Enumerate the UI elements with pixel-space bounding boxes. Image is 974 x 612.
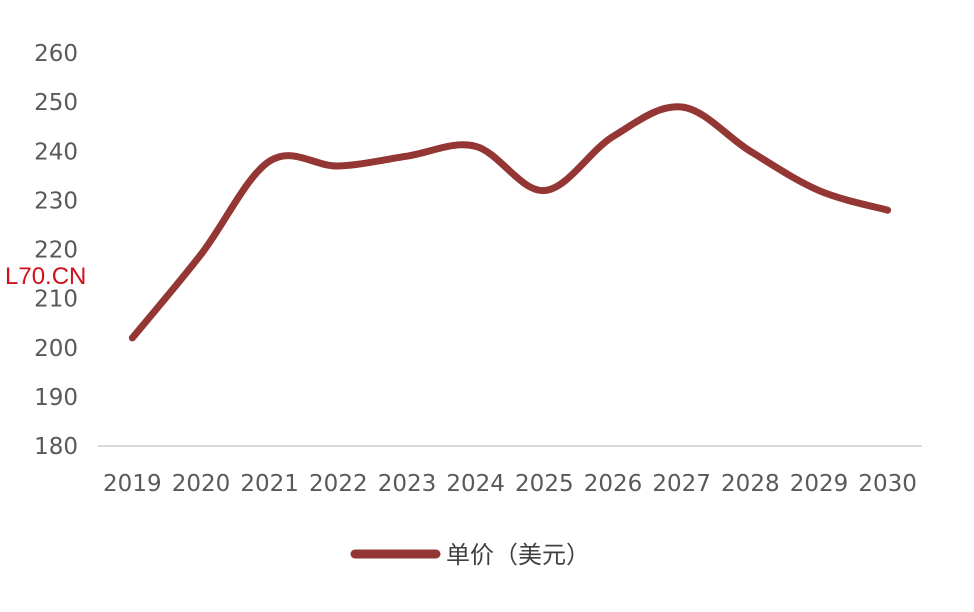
y-tick-label: 180: [34, 434, 78, 460]
x-tick-label: 2023: [378, 471, 437, 497]
data-point: [678, 104, 685, 111]
y-tick-label: 250: [34, 90, 78, 116]
data-point: [472, 143, 479, 150]
legend: 单价（美元）: [350, 541, 590, 569]
data-point: [884, 207, 891, 214]
x-tick-label: 2027: [652, 471, 711, 497]
y-tick-label: 230: [34, 188, 78, 214]
x-tick-label: 2025: [515, 471, 574, 497]
x-tick-label: 2026: [584, 471, 643, 497]
x-tick-label: 2022: [309, 471, 368, 497]
y-tick-label: 200: [34, 336, 78, 362]
data-point: [610, 133, 617, 140]
x-tick-label: 2020: [172, 471, 231, 497]
y-tick-label: 190: [34, 385, 78, 411]
x-tick-label: 2021: [240, 471, 299, 497]
x-tick-label: 2019: [103, 471, 162, 497]
y-tick-label: 260: [34, 41, 78, 67]
data-point: [335, 162, 342, 169]
legend-label: 单价（美元）: [446, 541, 590, 569]
data-point: [747, 148, 754, 155]
data-point: [129, 334, 136, 341]
y-tick-label: 220: [34, 238, 78, 264]
data-point: [266, 158, 273, 165]
data-point: [816, 187, 823, 194]
x-tick-label: 2030: [858, 471, 917, 497]
x-tick-label: 2024: [446, 471, 505, 497]
data-point: [198, 251, 205, 258]
x-axis-ticks: 2019 2020 2021 2022 2023 2024 2025 2026 2027 2028…: [103, 471, 917, 497]
data-point: [541, 187, 548, 194]
y-tick-label: 210: [34, 287, 78, 313]
x-tick-label: 2029: [790, 471, 849, 497]
x-tick-label: 2028: [721, 471, 780, 497]
watermark-text: L70.CN: [5, 263, 86, 290]
data-point: [404, 153, 411, 160]
y-tick-label: 240: [34, 139, 78, 165]
series-line: [128, 103, 892, 342]
y-axis-ticks: 180 190 200 210 220 230 240 250 260: [34, 41, 78, 460]
series-layer: [128, 103, 892, 342]
